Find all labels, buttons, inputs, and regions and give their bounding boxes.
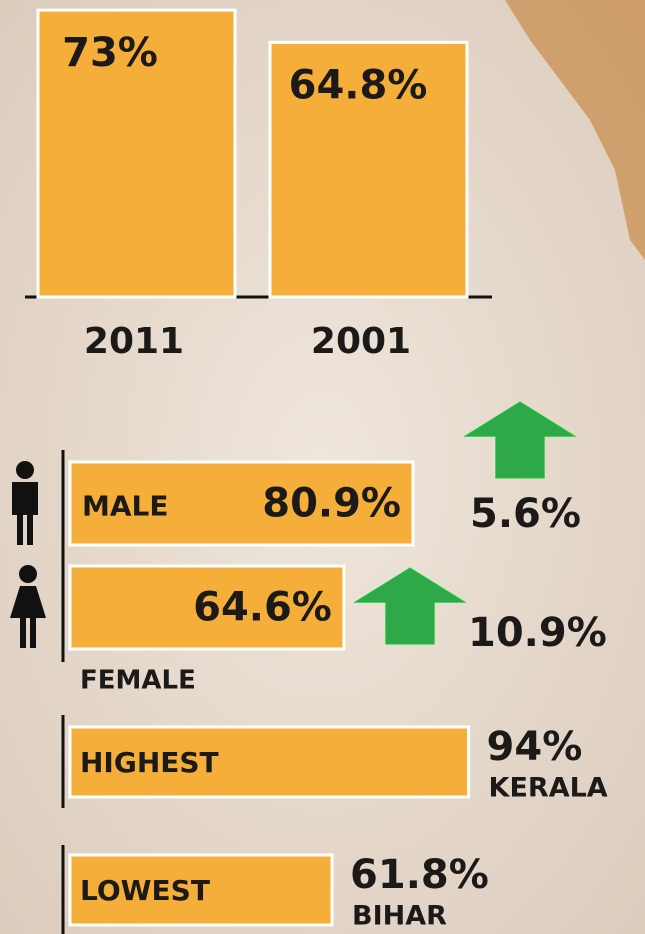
value-label: 94% bbox=[487, 724, 583, 770]
infographic: 73% 2011 64.8% 2001 80.9% MALE 64.6% FEMALE 5.6%… bbox=[0, 0, 645, 934]
value-label: 64.6% bbox=[193, 585, 332, 631]
change-label: 5.6% bbox=[470, 491, 581, 537]
category-label: HIGHEST bbox=[80, 746, 219, 779]
state-label: BIHAR bbox=[352, 901, 447, 932]
category-label: 2001 bbox=[311, 321, 411, 362]
value-label: 80.9% bbox=[262, 481, 401, 527]
value-label: 73% bbox=[62, 30, 158, 76]
value-label: 61.8% bbox=[350, 852, 489, 898]
category-label: MALE bbox=[82, 490, 169, 523]
category-label: 2011 bbox=[84, 321, 184, 362]
change-label: 10.9% bbox=[468, 610, 607, 656]
value-label: 64.8% bbox=[289, 62, 428, 108]
category-label: FEMALE bbox=[80, 666, 196, 696]
state-label: KERALA bbox=[489, 773, 608, 804]
category-label: LOWEST bbox=[80, 874, 210, 907]
